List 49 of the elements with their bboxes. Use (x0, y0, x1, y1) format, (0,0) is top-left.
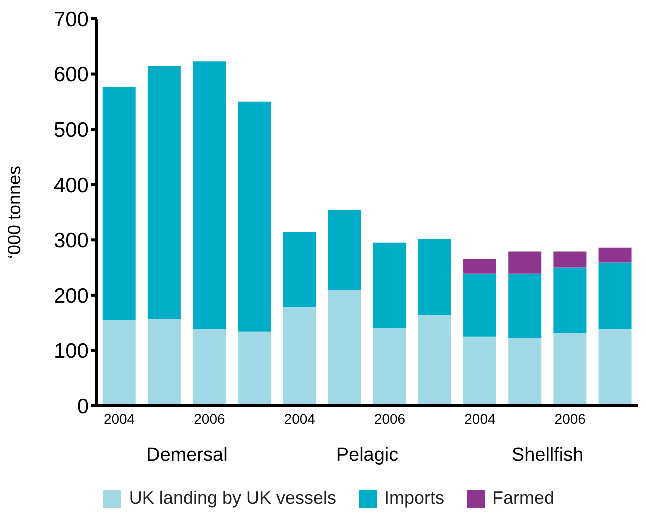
y-tick-label: 600 (54, 64, 89, 87)
bar (373, 328, 406, 406)
y-tick-label: 400 (54, 174, 89, 198)
y-tick-label: 300 (54, 230, 89, 253)
bar (464, 258, 497, 274)
bar (464, 274, 497, 337)
x-tick-label: 2006 (554, 410, 586, 427)
bar (554, 333, 587, 406)
legend-label: UK landing by UK vessels (129, 488, 337, 509)
y-tick-label: 500 (54, 119, 89, 142)
y-axis-title: ‘000 tonnes (4, 166, 24, 260)
bar (102, 320, 136, 406)
bar (283, 307, 316, 406)
y-tick-label: 700 (54, 8, 89, 32)
x-tick-label: 2004 (284, 410, 316, 427)
x-tick-label: 2006 (374, 410, 406, 427)
bar (193, 329, 226, 406)
text: Demersal (146, 445, 229, 467)
bar (238, 102, 272, 332)
bar (554, 252, 587, 268)
bar (598, 262, 632, 330)
y-tick-label: 200 (54, 284, 89, 308)
y-tick-label: 0 (77, 395, 89, 418)
bar (328, 290, 362, 406)
text: Pelagic (335, 445, 400, 467)
bar (328, 210, 362, 290)
y-tick-label: 100 (54, 340, 89, 364)
bar (508, 274, 542, 338)
bar (148, 319, 181, 406)
bar (508, 252, 542, 274)
bar (373, 242, 406, 328)
bar (102, 87, 136, 320)
text: Shellfish (510, 445, 585, 467)
x-tick-label: 2004 (464, 410, 496, 427)
bar (554, 268, 587, 334)
x-tick-label: 2004 (104, 410, 136, 427)
bar (193, 62, 226, 330)
bar (238, 332, 272, 406)
bar (598, 329, 632, 406)
bar (508, 338, 542, 406)
legend-label: Farmed (492, 488, 555, 509)
bar (418, 239, 452, 316)
bar (148, 66, 181, 320)
legend-label: Imports (384, 488, 445, 509)
bar (418, 315, 452, 406)
bar (464, 336, 497, 406)
bar (283, 232, 316, 308)
x-tick-label: 2006 (194, 410, 226, 427)
bar (598, 248, 632, 263)
